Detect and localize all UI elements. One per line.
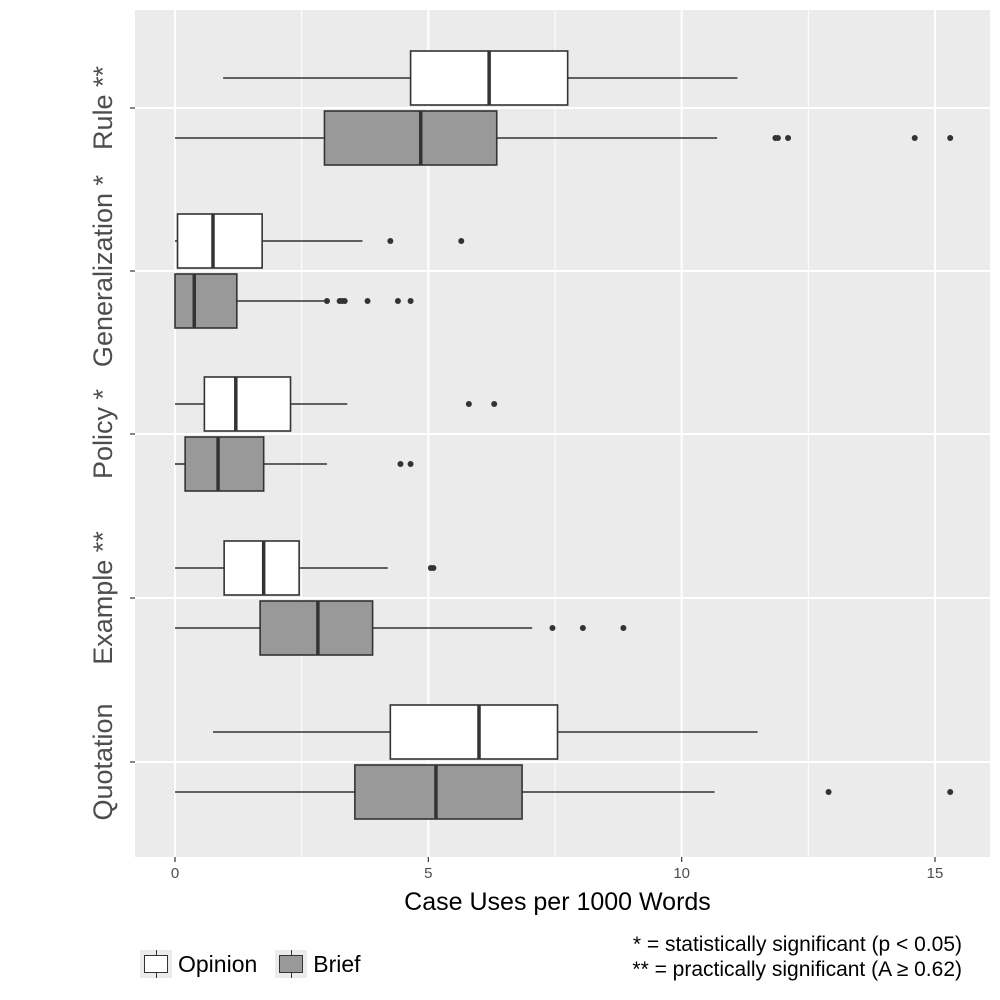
box-opinion-2 [175,376,498,432]
outlier-point [947,135,954,141]
legend-item-brief: Brief [275,950,361,978]
opinion-key-icon [140,950,172,978]
iqr-box [184,436,265,492]
box-opinion-1 [175,213,465,269]
box-brief-3 [175,600,627,656]
x-tick-label: 0 [171,865,179,882]
x-tick-label: 15 [927,865,944,882]
legend-label-brief: Brief [313,950,361,977]
box-brief-1 [174,273,414,329]
outlier-point [947,789,954,795]
outlier-point [465,401,472,407]
iqr-box [354,764,523,820]
significance-notes: * = statistically significant (p < 0.05)… [632,932,962,982]
outlier-point [324,298,330,304]
box-brief-0 [175,110,954,166]
note-practical: ** = practically significant (A ≥ 0.62) [632,958,962,981]
iqr-box [223,540,300,596]
outlier-point [407,298,414,304]
outlier-point [911,135,918,141]
y-tick-label: Rule ** [88,65,118,150]
y-tick-label: Policy * [88,388,118,479]
outlier-point [407,461,414,467]
x-tick-label: 5 [424,865,432,882]
outlier-point [394,298,401,304]
outlier-point [825,789,832,795]
legend: Opinion Brief [140,950,361,978]
legend-label-opinion: Opinion [178,950,258,977]
box-brief-4 [175,764,954,820]
outlier-point [458,238,465,244]
outlier-point [785,135,792,141]
outlier-point [430,565,437,571]
box-opinion-4 [213,704,758,760]
box-opinion-0 [223,50,738,106]
x-axis-title: Case Uses per 1000 Words [404,888,711,916]
note-statistical: * = statistically significant (p < 0.05) [632,933,962,956]
outlier-point [397,461,404,467]
iqr-box [203,376,292,432]
boxplot-chart: 0 5 10 15 Rule ** Generalization * Policy * Exa… [88,10,990,916]
x-tick-label: 10 [673,865,690,882]
y-tick-label: Generalization * [88,174,118,367]
outlier-point [364,298,371,304]
outlier-point [579,625,586,631]
outlier-point [774,135,781,141]
box-opinion-3 [175,540,437,596]
outlier-point [620,625,627,631]
iqr-box [389,704,559,760]
y-tick-label: Quotation [88,703,118,820]
outlier-point [387,238,394,244]
iqr-box [323,110,498,166]
iqr-box [174,273,238,329]
brief-key-icon [275,950,308,978]
iqr-box [176,213,263,269]
outlier-point [341,298,348,304]
box-brief-2 [175,436,414,492]
outlier-point [491,401,498,407]
legend-item-opinion: Opinion [140,950,257,978]
y-tick-label: Example ** [88,531,118,665]
outlier-point [549,625,556,631]
